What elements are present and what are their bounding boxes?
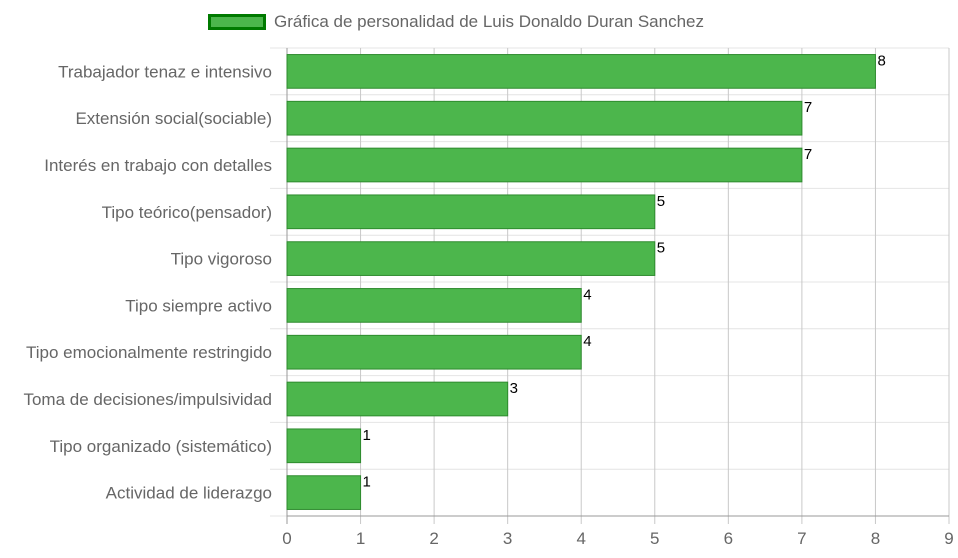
bar xyxy=(286,147,803,183)
x-tick-label: 9 xyxy=(944,529,953,548)
y-category-label: Actividad de liderazgo xyxy=(106,484,272,503)
data-label: 1 xyxy=(363,427,371,444)
legend-label: Gráfica de personalidad de Luis Donaldo … xyxy=(274,12,704,31)
x-tick-label: 5 xyxy=(650,529,659,548)
data-label: 8 xyxy=(877,52,885,69)
bar xyxy=(286,288,582,323)
x-tick-label: 0 xyxy=(282,529,291,548)
data-label: 4 xyxy=(583,333,591,350)
data-label: 4 xyxy=(583,286,591,303)
y-category-label: Tipo vigoroso xyxy=(171,250,272,269)
bar xyxy=(286,241,656,276)
bar xyxy=(286,100,803,136)
y-category-label: Tipo teórico(pensador) xyxy=(102,203,272,222)
y-category-label: Toma de decisiones/impulsividad xyxy=(23,390,272,409)
y-category-label: Tipo organizado (sistemático) xyxy=(50,437,272,456)
bar xyxy=(286,428,362,464)
y-category-label: Trabajador tenaz e intensivo xyxy=(58,62,272,81)
y-category-label: Extensión social(sociable) xyxy=(75,109,272,128)
legend-swatch xyxy=(208,14,266,30)
x-tick-label: 8 xyxy=(871,529,880,548)
data-label: 5 xyxy=(657,240,665,257)
bar xyxy=(286,334,582,370)
data-label: 5 xyxy=(657,193,665,210)
bar xyxy=(286,194,656,230)
data-label: 7 xyxy=(804,146,812,163)
x-tick-label: 6 xyxy=(724,529,733,548)
bar xyxy=(286,54,876,89)
y-category-label: Interés en trabajo con detalles xyxy=(44,156,272,175)
bar xyxy=(286,475,362,510)
data-label: 7 xyxy=(804,99,812,116)
y-category-label: Tipo emocionalmente restringido xyxy=(26,343,272,362)
bar xyxy=(286,381,509,417)
x-tick-label: 1 xyxy=(356,529,365,548)
x-tick-label: 7 xyxy=(797,529,806,548)
x-tick-label: 2 xyxy=(429,529,438,548)
data-label: 3 xyxy=(510,380,518,397)
data-label: 1 xyxy=(363,474,371,491)
legend[interactable]: Gráfica de personalidad de Luis Donaldo … xyxy=(208,12,704,32)
y-category-label: Tipo siempre activo xyxy=(125,296,272,315)
x-tick-label: 4 xyxy=(576,529,585,548)
x-tick-label: 3 xyxy=(503,529,512,548)
